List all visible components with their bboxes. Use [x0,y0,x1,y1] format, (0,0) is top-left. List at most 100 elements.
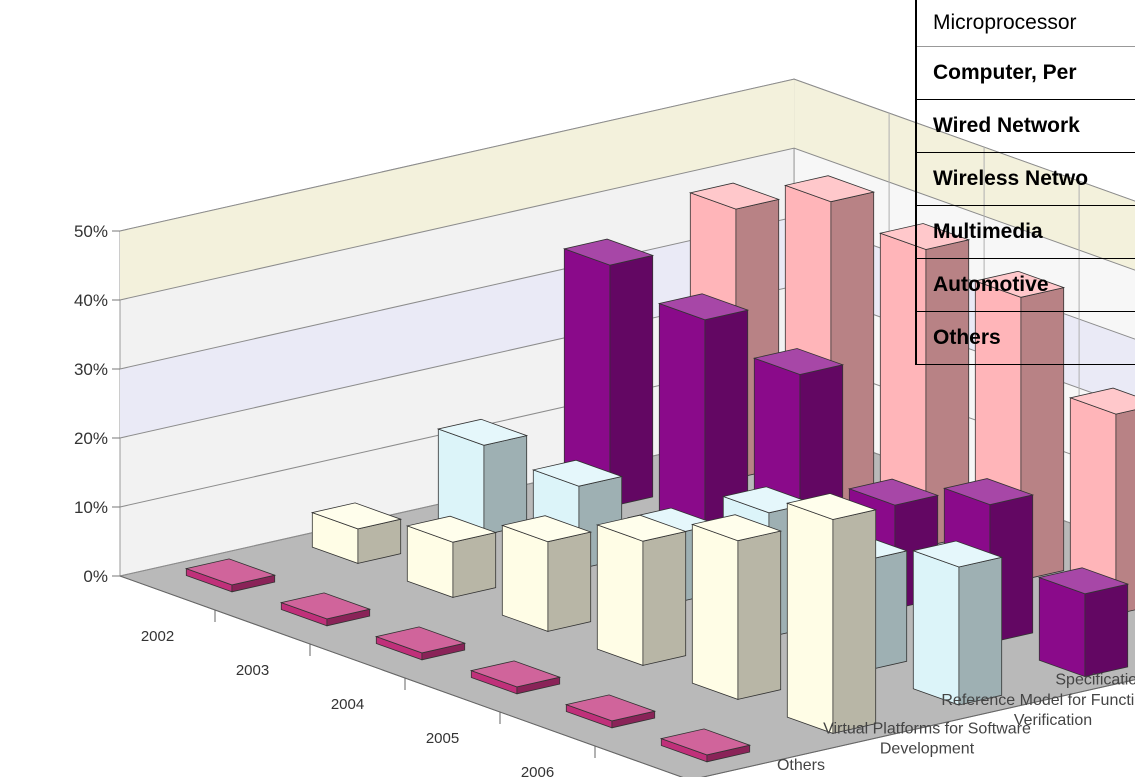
bar-side-face [958,556,1003,706]
series-label-line: Reference Model for Functional [941,692,1135,709]
series-label: Virtual Platforms for Software Developmen… [823,720,1031,757]
bar-side-face [832,509,877,734]
bar-front-face [786,502,834,734]
bar-side-face [1084,583,1129,678]
bar [469,660,562,695]
bar [690,514,783,700]
y-tick-label: 20% [74,429,108,448]
y-tick-label: 40% [74,291,108,310]
bar-top-face [752,348,845,375]
series-axis: Others Virtual Platforms for Software Deve… [701,672,1135,777]
series-axis-line [701,679,1135,777]
bar-top-face [436,418,529,446]
table-row: Others [916,311,1135,365]
x-axis: 200220032004200520062007 [119,575,684,777]
bar-top-face [942,478,1035,506]
bar [657,293,750,542]
bar-top-face [595,514,688,542]
bar-side-face [642,530,687,666]
table-cell: Microprocessor [916,0,1135,47]
series-label: Reference Model for Functional Verificati… [941,692,1135,729]
bar-front-face [1038,576,1086,678]
bar-top-face [659,728,752,756]
bar-top-face [783,175,876,203]
y-tick-label: 0% [83,567,108,586]
x-tick-label: 2005 [426,730,459,747]
bar [562,238,655,508]
x-tick-label: 2006 [521,764,554,777]
table-row: Multimedia [916,205,1135,259]
series-label-line: Specification and Algorithm Design [1055,672,1135,689]
bar-top-face [500,515,593,543]
bar [374,626,467,661]
bar [659,728,752,763]
bar-top-face [405,515,498,543]
bar-top-face [531,459,624,487]
bar-top-face [374,626,467,654]
bar-side-face [1115,409,1135,615]
gridline [119,147,1135,301]
bar-side-face [737,530,782,700]
gridline [119,78,1135,232]
bar-top-face [1037,567,1130,595]
bar [436,418,529,536]
bar-top-face [1068,387,1135,415]
y-tick-label: 50% [74,222,108,241]
series-label-line: Verification [1014,712,1092,729]
bar-side-face [483,435,528,536]
side-wall-band [120,79,795,300]
bar-top-face [469,660,562,688]
y-tick-label: 10% [74,498,108,517]
series-label-line: Development [880,740,975,757]
bar [564,694,657,729]
bar-top-face [562,238,655,266]
bar [595,514,688,666]
table-row: Automotive [916,258,1135,312]
bar-front-face [658,302,706,542]
table-row: Microprocessor [916,0,1135,47]
table-row: Wired Network [916,99,1135,153]
table-cell: Automotive [916,258,1135,312]
side-table: Microprocessor Computer, Per Wired Network… [915,0,1135,365]
bar-top-face [688,182,781,210]
bar-front-face [596,524,644,666]
bar-top-face [785,493,878,520]
bar [500,515,593,632]
bar-side-face [609,254,654,508]
bar-top-face [184,558,277,586]
bar [785,493,878,734]
x-tick-label: 2003 [236,662,269,679]
series-label-line: Virtual Platforms for Software [823,720,1031,737]
series-label-line: Others [777,757,825,774]
bar [184,558,277,593]
table-row: Wireless Netwo [916,152,1135,206]
bar [279,592,372,627]
bar-top-face [279,592,372,620]
bar [911,540,1004,706]
bar-side-face [547,531,592,632]
bar-top-face [657,293,750,321]
bars [184,175,1135,763]
bar-top-face [690,514,783,542]
bar-top-face [847,478,940,506]
bar-top-face [310,502,403,530]
series-label: Specification and Algorithm Design [1055,672,1135,689]
table-cell: Others [916,311,1135,365]
x-tick-label: 2002 [141,628,174,645]
table-row: Computer, Per [916,46,1135,100]
bar-front-face [691,523,739,700]
table-cell: Computer, Per [916,46,1135,100]
bar-top-face [911,540,1004,568]
series-label: Others [777,757,825,774]
y-axis: 0% 10% 20% 30% 40% 50% [74,222,120,586]
table-cell: Wired Network [916,99,1135,153]
bar [310,502,403,564]
bar-side-face [452,531,497,598]
bar-front-face [912,550,960,706]
bar [1037,567,1130,678]
bar [1068,387,1135,615]
x-tick-label: 2004 [331,696,364,713]
bar-top-face [564,694,657,722]
y-tick-label: 30% [74,360,108,379]
table-cell: Wireless Netwo [916,152,1135,206]
